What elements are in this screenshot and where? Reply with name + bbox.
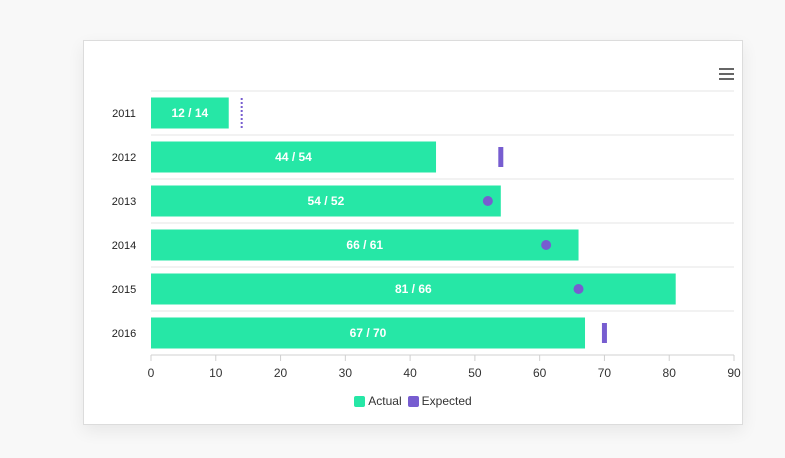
actual-bar — [151, 185, 501, 217]
x-tick-label: 90 — [727, 366, 741, 380]
y-category-label: 2016 — [112, 328, 136, 340]
x-tick-label: 70 — [598, 366, 612, 380]
legend-item-actual[interactable]: Actual — [354, 394, 402, 408]
chart-card: 0 10 20 30 40 50 60 70 80 90 2011 12 / 14 2012 44 / 5… — [83, 40, 743, 425]
legend: Actual Expected — [84, 394, 742, 408]
expected-marker — [482, 196, 493, 206]
legend-label-actual: Actual — [368, 394, 402, 408]
data-label: 81 / 66 — [395, 282, 432, 296]
legend-swatch-actual — [354, 395, 366, 407]
x-tick-label: 50 — [468, 366, 482, 380]
bullet-bar-chart: 0 10 20 30 40 50 60 70 80 90 2011 12 / 14 2012 44 / 5… — [112, 90, 741, 380]
y-category-label: 2014 — [112, 240, 136, 252]
data-label: 54 / 52 — [308, 194, 345, 208]
expected-marker — [573, 284, 584, 294]
data-label: 44 / 54 — [275, 150, 312, 164]
expected-marker — [541, 240, 552, 250]
y-category-label: 2015 — [112, 284, 136, 296]
y-category-label: 2012 — [112, 152, 136, 164]
y-category-label: 2011 — [112, 108, 136, 120]
x-tick-label: 10 — [209, 366, 223, 380]
data-label: 12 / 14 — [172, 106, 209, 120]
actual-bar — [151, 273, 676, 305]
legend-swatch-expected — [407, 395, 419, 407]
actual-bar — [151, 317, 586, 349]
legend-label-expected: Expected — [421, 394, 472, 408]
x-tick-label: 40 — [403, 366, 417, 380]
actual-bar — [151, 97, 229, 129]
expected-marker — [498, 147, 504, 167]
x-tick-label: 80 — [663, 366, 677, 380]
actual-bar — [151, 229, 579, 261]
x-tick-label: 0 — [148, 366, 155, 380]
actual-bar — [151, 141, 437, 173]
x-tick-label: 30 — [339, 366, 353, 380]
legend-item-expected[interactable]: Expected — [407, 394, 472, 408]
data-label: 66 / 61 — [346, 238, 383, 252]
x-tick-label: 20 — [274, 366, 288, 380]
y-category-label: 2013 — [112, 196, 136, 208]
x-tick-label: 60 — [533, 366, 547, 380]
data-label: 67 / 70 — [350, 326, 387, 340]
expected-marker — [601, 323, 607, 343]
hamburger-menu-icon[interactable] — [717, 66, 737, 82]
